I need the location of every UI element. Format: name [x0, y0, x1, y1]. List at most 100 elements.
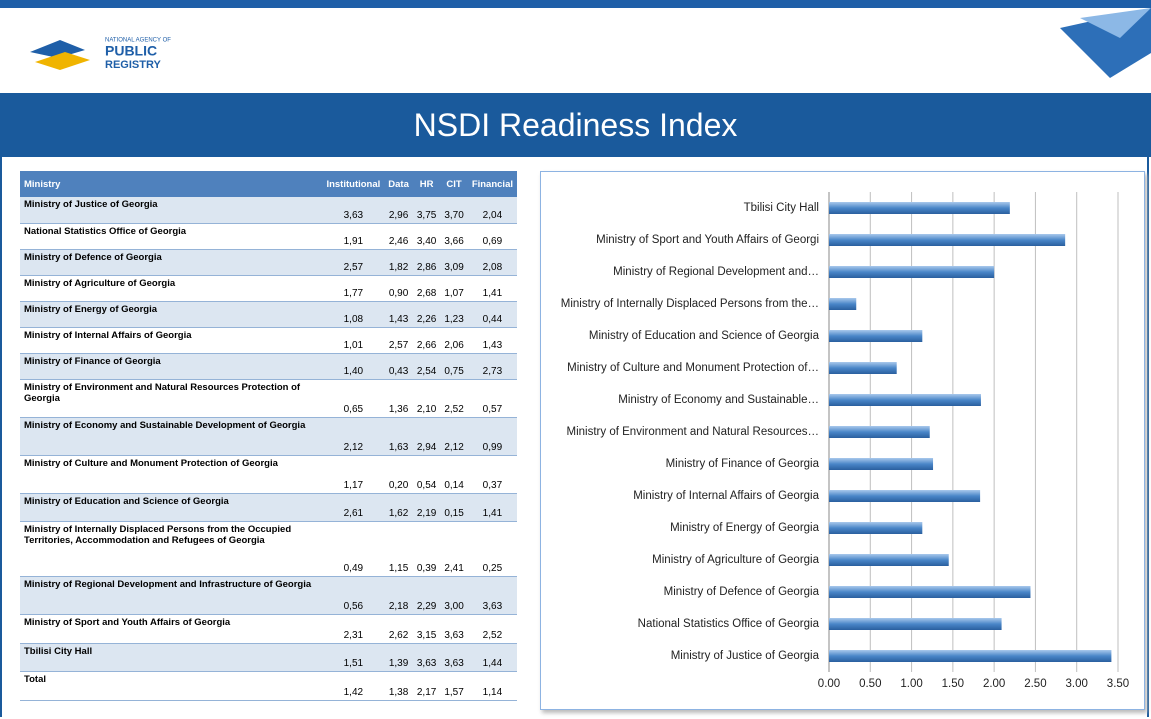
cell-value: 0,56 — [322, 576, 385, 615]
cell-value: 1,07 — [440, 275, 468, 302]
cell-value: 1,91 — [322, 223, 385, 250]
table-row: National Statistics Office of Georgia 1,9… — [20, 223, 517, 250]
cell-value: 0,44 — [467, 301, 517, 328]
bar — [829, 650, 1112, 662]
x-tick-label: 3.00 — [1066, 678, 1088, 690]
ministry-name: Ministry of Sport and Youth Affairs of G… — [20, 614, 323, 644]
cell-value: 2,73 — [467, 353, 517, 380]
y-tick-label: Ministry of Defence of Georgia — [664, 586, 820, 598]
cell-value: 1,44 — [467, 643, 517, 672]
table-row: Ministry of Economy and Sustainable Deve… — [20, 417, 517, 456]
column-header: CIT — [440, 171, 468, 197]
ministry-name: Ministry of Finance of Georgia — [20, 353, 323, 380]
cell-value: 0,15 — [440, 493, 468, 522]
table-row: Tbilisi City Hall 1,51 1,39 3,63 3,63 1,44 — [20, 643, 517, 672]
y-tick-label: Ministry of Finance of Georgia — [666, 458, 820, 470]
cell-value: 2,62 — [384, 614, 413, 644]
logo: NATIONAL AGENCY OF PUBLIC REGISTRY — [30, 38, 171, 71]
cell-value: 0,69 — [467, 223, 517, 250]
cell-value: 1,08 — [322, 301, 385, 328]
bar — [829, 394, 981, 406]
cell-value: 3,63 — [322, 197, 385, 224]
cell-value: 2,57 — [384, 327, 413, 354]
cell-value: 0,25 — [467, 521, 517, 577]
cell-value: 1,77 — [322, 275, 385, 302]
table-row: Ministry of Defence of Georgia 2,57 1,82 2,… — [20, 249, 517, 276]
cell-value: 1,14 — [467, 671, 517, 701]
ministry-name: Ministry of Culture and Monument Protect… — [20, 455, 323, 494]
cell-value: 1,41 — [467, 275, 517, 302]
x-tick-label: 1.00 — [900, 678, 922, 690]
cell-value: 2,10 — [412, 379, 441, 418]
cell-value: 1,43 — [467, 327, 517, 354]
cell-value: 3,09 — [440, 249, 468, 276]
cell-value: 1,17 — [322, 455, 385, 494]
bar — [829, 426, 930, 438]
bar — [829, 298, 857, 310]
cell-value: 1,63 — [384, 417, 413, 456]
cell-value: 1,41 — [467, 493, 517, 522]
cell-value: 3,63 — [440, 643, 468, 672]
bar — [829, 522, 923, 534]
y-tick-label: Tbilisi City Hall — [744, 202, 819, 214]
cell-value: 3,63 — [440, 614, 468, 644]
cell-value: 3,15 — [412, 614, 441, 644]
cell-value: 2,94 — [412, 417, 441, 456]
cell-value: 0,37 — [467, 455, 517, 494]
cell-value: 0,43 — [384, 353, 413, 380]
chart-box: 0.00 0.50 1.00 1.50 2.00 2.50 3.00 3.50 Tbilisi … — [540, 171, 1145, 710]
cell-value: 3,40 — [412, 223, 441, 250]
cell-value: 1,36 — [384, 379, 413, 418]
cell-value: 2,19 — [412, 493, 441, 522]
cell-value: 1,39 — [384, 643, 413, 672]
cell-value: 3,00 — [440, 576, 468, 615]
cell-value: 2,26 — [412, 301, 441, 328]
y-tick-label: Ministry of Regional Development and… — [613, 266, 819, 278]
table-row: Ministry of Justice of Georgia 3,63 2,96 3,… — [20, 197, 517, 224]
corner-decoration — [1060, 8, 1151, 78]
bar — [829, 618, 1002, 630]
chart: 0.00 0.50 1.00 1.50 2.00 2.50 3.00 3.50 Tbilisi … — [561, 192, 1129, 690]
y-tick-label: Ministry of Environment and Natural Reso… — [567, 426, 819, 438]
cell-value: 2,52 — [467, 614, 517, 644]
ministry-name: Ministry of Agriculture of Georgia — [20, 275, 323, 302]
logo-main: PUBLIC — [105, 43, 157, 59]
y-tick-label: Ministry of Education and Science of Geo… — [589, 330, 820, 342]
ministry-name: Ministry of Education and Science of Geo… — [20, 493, 323, 522]
ministry-name: Ministry of Energy of Georgia — [20, 301, 323, 328]
cell-value: 2,61 — [322, 493, 385, 522]
ministry-name: Ministry of Justice of Georgia — [20, 197, 323, 224]
cell-value: 2,86 — [412, 249, 441, 276]
cell-value: 2,08 — [467, 249, 517, 276]
table-row: Ministry of Energy of Georgia 1,08 1,43 2,2… — [20, 301, 517, 328]
y-tick-label: Ministry of Energy of Georgia — [670, 522, 820, 534]
table-row: Total 1,42 1,38 2,17 1,57 1,14 — [20, 671, 517, 701]
table-row: Ministry of Sport and Youth Affairs of G… — [20, 614, 517, 644]
y-tick-label: Ministry of Justice of Georgia — [671, 650, 820, 662]
cell-value: 3,75 — [412, 197, 441, 224]
cell-value: 1,38 — [384, 671, 413, 701]
cell-value: 1,23 — [440, 301, 468, 328]
cell-value: 1,82 — [384, 249, 413, 276]
cell-value: 2,68 — [412, 275, 441, 302]
column-header: Institutional — [322, 171, 385, 197]
cell-value: 2,96 — [384, 197, 413, 224]
column-header: HR — [412, 171, 441, 197]
cell-value: 0,65 — [322, 379, 385, 418]
top-bar — [0, 0, 1151, 8]
cell-value: 0,75 — [440, 353, 468, 380]
ministry-name: Ministry of Internal Affairs of Georgia — [20, 327, 323, 354]
cell-value: 2,12 — [440, 417, 468, 456]
cell-value: 2,66 — [412, 327, 441, 354]
frame — [0, 157, 1149, 717]
x-tick-label: 2.50 — [1024, 678, 1046, 690]
cell-value: 2,17 — [412, 671, 441, 701]
cell-value: 0,20 — [384, 455, 413, 494]
cell-value: 0,14 — [440, 455, 468, 494]
cell-value: 2,31 — [322, 614, 385, 644]
cell-value: 2,06 — [440, 327, 468, 354]
cell-value: 2,41 — [440, 521, 468, 577]
cell-value: 2,57 — [322, 249, 385, 276]
ministry-name: National Statistics Office of Georgia — [20, 223, 323, 250]
column-header: Financial — [467, 171, 517, 197]
